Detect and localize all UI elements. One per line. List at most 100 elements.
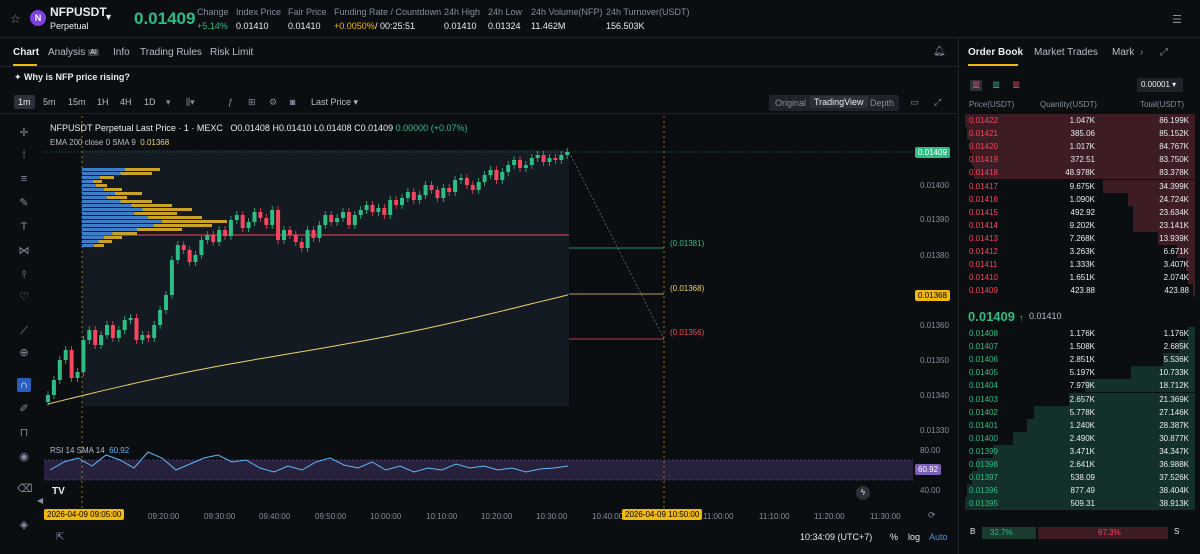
layers-icon[interactable]: ◈ (19, 519, 29, 531)
bid-row[interactable]: 0.01403 2.657K 21.369K (965, 392, 1195, 406)
percent-toggle[interactable]: % (890, 532, 899, 542)
chevron-right-icon[interactable]: › (1140, 47, 1144, 58)
lock-icon[interactable]: ⊓ (19, 427, 29, 439)
ask-row[interactable]: 0.01418 48.978K 83.378K (965, 166, 1195, 180)
bell-icon[interactable]: 🔔︎ (933, 46, 946, 57)
timeframe-1d[interactable]: 1D (144, 97, 156, 107)
zoom-icon[interactable]: ⊕ (19, 347, 29, 359)
brush-icon[interactable]: ✎ (19, 197, 29, 209)
bid-row[interactable]: 0.01401 1.240K 28.387K (965, 418, 1195, 432)
layout-both-icon[interactable]: ≣ (970, 80, 983, 91)
favorite-star-icon[interactable]: ☆ (10, 12, 21, 26)
tab-mark[interactable]: Mark (1112, 47, 1135, 58)
log-toggle[interactable]: log (908, 532, 921, 542)
symbol-dropdown-caret-icon[interactable]: ▼ (104, 12, 113, 22)
scroll-left-icon[interactable]: ◀ (37, 496, 44, 505)
price-type-select[interactable]: Last Price ▾ (311, 97, 359, 107)
bid-row[interactable]: 0.01400 2.490K 30.877K (965, 431, 1195, 445)
ask-depth-bar (1132, 218, 1195, 232)
tab-order-book[interactable]: Order Book (968, 47, 1024, 58)
bid-row[interactable]: 0.01407 1.508K 2.685K (965, 340, 1195, 354)
text-icon[interactable]: T (20, 221, 28, 233)
bid-row[interactable]: 0.01399 3.471K 34.347K (965, 444, 1195, 458)
time-tag-end: 2026-04-09 10:50:00 (622, 509, 703, 520)
bid-row[interactable]: 0.01404 7.979K 18.712K (965, 379, 1195, 393)
bid-row[interactable]: 0.01396 877.49 38.404K (965, 484, 1195, 498)
tab-chart[interactable]: Chart (13, 47, 40, 58)
layout-bids-icon[interactable]: ≣ (992, 80, 1001, 91)
tab-market-trades[interactable]: Market Trades (1034, 47, 1098, 58)
view-tradingview[interactable]: TradingView (810, 96, 868, 108)
ask-row[interactable]: 0.01412 3.263K 6.671K (965, 245, 1195, 258)
trash-icon[interactable]: ⌫ (17, 483, 33, 495)
heart-icon[interactable]: ♡ (19, 291, 29, 303)
lightning-icon[interactable]: ϟ (856, 486, 870, 500)
ask-row[interactable]: 0.01411 1.333K 3.407K (965, 258, 1195, 272)
timeframe-5m[interactable]: 5m (43, 97, 56, 107)
bid-row[interactable]: 0.01397 538.09 37.526K (965, 471, 1195, 485)
settings-sliders-icon[interactable]: ☰ (1172, 14, 1182, 26)
indicator-icon[interactable]: ƒ (228, 97, 234, 107)
candle-body (122, 320, 127, 330)
vp-bar-buy (82, 192, 115, 195)
timeframe-1h[interactable]: 1H (97, 97, 109, 107)
magnet-icon[interactable]: ∩ (17, 378, 31, 392)
why-price-link[interactable]: ✦ Why is NFP price rising? (14, 72, 130, 83)
tab-analysis[interactable]: Analysis AI (48, 47, 99, 58)
cursor-icon[interactable]: ⁞ (22, 149, 26, 161)
ask-row[interactable]: 0.01422 1.047K 86.199K (965, 114, 1195, 127)
ruler-icon[interactable]: ⟋ (20, 325, 28, 337)
timeframe-1m[interactable]: 1m (14, 95, 35, 109)
bid-row[interactable]: 0.01395 509.31 38.913K (965, 497, 1195, 511)
tab-trading-rules[interactable]: Trading Rules (140, 47, 202, 58)
ask-row[interactable]: 0.01416 1.090K 24.724K (965, 192, 1195, 206)
reset-chart-icon[interactable]: ⟳ (928, 510, 936, 520)
bid-row[interactable]: 0.01406 2.851K 5.536K (965, 353, 1195, 367)
vp-bar-buy (82, 208, 143, 211)
camera-icon[interactable]: ◙ (290, 97, 296, 107)
symbol-name[interactable]: NFPUSDT (50, 5, 107, 19)
precision-select[interactable]: 0.00001 ▾ (1137, 78, 1183, 92)
bid-row[interactable]: 0.01402 5.778K 27.146K (965, 405, 1195, 419)
candle-type-icon[interactable]: ⫼▾ (186, 97, 195, 107)
tab-info[interactable]: Info (113, 47, 130, 58)
ask-row[interactable]: 0.01414 9.202K 23.141K (965, 218, 1195, 232)
ask-row[interactable]: 0.01421 385.06 85.152K (965, 127, 1195, 141)
candle-body (482, 175, 487, 182)
bid-row[interactable]: 0.01408 1.176K 1.176K (965, 327, 1195, 340)
timeframe-dropdown-icon[interactable]: ▾ (166, 97, 171, 107)
utc-clock[interactable]: 10:34:09 (UTC+7) (800, 532, 873, 542)
ask-row[interactable]: 0.01410 1.651K 2.074K (965, 271, 1195, 285)
expand-icon[interactable]: ⤢ (1160, 47, 1168, 58)
settings-icon[interactable]: ⚙ (269, 97, 278, 107)
view-depth[interactable]: Depth (870, 98, 895, 108)
tab-risk-limit[interactable]: Risk Limit (210, 47, 254, 58)
ask-row[interactable]: 0.01419 372.51 83.750K (965, 153, 1195, 167)
layout-panel-icon[interactable]: ▭ (910, 97, 919, 107)
crosshair-icon[interactable]: ✛ (19, 127, 29, 139)
measure-icon[interactable]: ⫯ (21, 269, 27, 281)
ask-row[interactable]: 0.01420 1.017K 84.767K (965, 140, 1195, 154)
timeframe-4h[interactable]: 4H (120, 97, 132, 107)
date-range-icon[interactable]: ⇱ (56, 532, 65, 543)
price-chart[interactable]: (0.01381) (0.01368) (0.01356) (0, 0, 958, 554)
ask-row[interactable]: 0.01415 492.92 23.634K (965, 205, 1195, 219)
eye-icon[interactable]: ◉ (19, 451, 29, 463)
ask-row[interactable]: 0.01413 7.268K 13.939K (965, 231, 1195, 245)
bid-row[interactable]: 0.01398 2.641K 36.988K (965, 458, 1195, 471)
pencil-lock-icon[interactable]: ✐ (19, 403, 29, 415)
bid-quantity: 7.979K (1069, 381, 1095, 391)
timeframe-15m[interactable]: 15m (68, 97, 86, 107)
vp-bar-sell (104, 188, 122, 191)
symbol-type: Perpetual (50, 21, 89, 31)
pattern-icon[interactable]: ⋈ (18, 245, 30, 257)
ask-row[interactable]: 0.01417 9.675K 34.399K (965, 179, 1195, 193)
ask-row[interactable]: 0.01409 423.88 423.88 (965, 284, 1195, 298)
bid-row[interactable]: 0.01405 5.197K 10.733K (965, 366, 1195, 380)
auto-toggle[interactable]: Auto (929, 532, 948, 542)
lines-icon[interactable]: ≡ (20, 173, 28, 185)
view-original[interactable]: Original (775, 98, 807, 108)
layout-asks-icon[interactable]: ≣ (1012, 80, 1021, 91)
fullscreen-icon[interactable]: ⤢ (934, 97, 942, 107)
layout-icon[interactable]: ⊞ (248, 97, 256, 107)
